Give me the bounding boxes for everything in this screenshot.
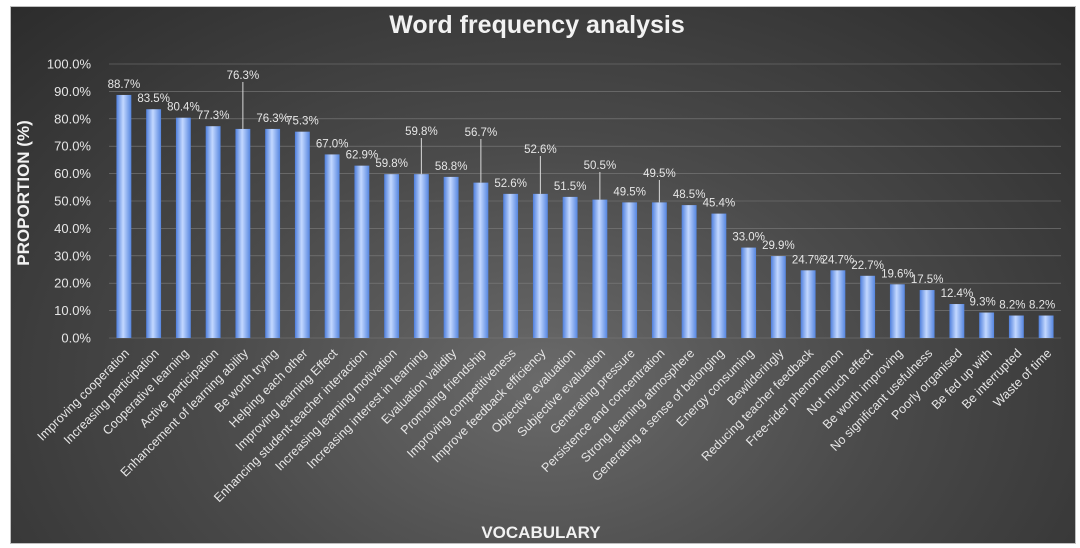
bar — [711, 213, 727, 338]
y-tick-label: 40.0% — [54, 221, 91, 236]
data-label: 50.5% — [584, 160, 617, 172]
data-label: 49.5% — [613, 186, 646, 198]
data-label: 80.4% — [167, 102, 200, 114]
data-label: 76.3% — [256, 113, 289, 125]
bar — [889, 284, 905, 338]
y-tick-label: 80.0% — [54, 111, 91, 126]
x-axis-title: VOCABULARY — [481, 523, 601, 542]
bar — [473, 182, 489, 338]
y-tick-label: 50.0% — [54, 194, 91, 209]
bar — [860, 275, 876, 338]
bar-chart: Word frequency analysis PROPORTION (%) V… — [14, 11, 1061, 542]
y-axis-title: PROPORTION (%) — [14, 120, 33, 265]
y-tick-label: 0.0% — [61, 331, 91, 346]
data-label: 49.5% — [643, 168, 676, 180]
bar — [503, 193, 519, 338]
data-label: 59.8% — [405, 126, 438, 138]
bar — [146, 109, 162, 339]
y-tick-label: 30.0% — [54, 248, 91, 263]
bar — [116, 94, 132, 338]
y-tick-label: 90.0% — [54, 84, 91, 99]
data-label: 62.9% — [346, 150, 379, 162]
bar — [622, 202, 638, 338]
bar — [265, 128, 281, 338]
data-label: 33.0% — [732, 232, 765, 244]
data-label: 52.6% — [494, 178, 527, 190]
bar — [1008, 315, 1024, 338]
bar — [384, 174, 400, 338]
y-tick-label: 60.0% — [54, 166, 91, 181]
data-labels: 88.7%83.5%80.4%77.3%76.3%76.3%75.3%67.0%… — [108, 70, 1056, 312]
bar — [205, 126, 221, 338]
bar — [413, 174, 429, 338]
data-label: 59.8% — [375, 158, 408, 170]
y-tick-label: 10.0% — [54, 303, 91, 318]
data-label: 48.5% — [673, 189, 706, 201]
bar — [919, 290, 935, 338]
data-label: 83.5% — [137, 93, 170, 105]
y-tick-label: 20.0% — [54, 276, 91, 291]
data-label: 56.7% — [465, 127, 498, 139]
bar — [592, 199, 608, 338]
data-label: 24.7% — [792, 254, 825, 266]
bar — [1038, 315, 1054, 338]
bar — [354, 165, 370, 338]
data-label: 77.3% — [197, 110, 230, 122]
y-tick-label: 70.0% — [54, 139, 91, 154]
chart-title: Word frequency analysis — [389, 11, 684, 39]
bar — [651, 202, 667, 338]
data-label: 29.9% — [762, 240, 795, 252]
data-label: 9.3% — [970, 297, 996, 309]
bar — [235, 128, 251, 338]
bar — [979, 312, 995, 338]
gridlines — [109, 63, 1061, 339]
data-label: 51.5% — [554, 181, 587, 193]
y-axis-ticks: 0.0% 10.0% 20.0% 30.0% 40.0% 50.0% 60.0% 70.0% 8… — [47, 57, 92, 346]
bar — [562, 196, 578, 338]
data-label: 19.6% — [881, 268, 914, 280]
data-label: 52.6% — [524, 144, 557, 156]
data-label: 8.2% — [1029, 300, 1055, 312]
y-tick-label: 100.0% — [47, 57, 92, 72]
bar — [175, 117, 191, 338]
bar — [324, 154, 340, 338]
bar — [532, 193, 548, 338]
data-label: 75.3% — [286, 116, 319, 128]
data-label: 17.5% — [911, 274, 944, 286]
chart-panel: Word frequency analysis PROPORTION (%) V… — [10, 6, 1076, 544]
data-label: 12.4% — [941, 288, 974, 300]
data-label: 45.4% — [703, 198, 736, 210]
data-label: 8.2% — [999, 300, 1025, 312]
data-label: 58.8% — [435, 161, 468, 173]
data-label: 22.7% — [851, 260, 884, 272]
bar — [443, 176, 459, 338]
bar — [681, 205, 697, 338]
bar — [949, 304, 965, 338]
bar — [741, 247, 757, 338]
bars — [116, 94, 1054, 339]
data-label: 76.3% — [227, 70, 260, 82]
data-label: 88.7% — [108, 79, 141, 91]
bar — [294, 131, 310, 338]
bar — [800, 270, 816, 338]
data-label: 24.7% — [822, 254, 855, 266]
data-label: 67.0% — [316, 138, 349, 150]
bar — [770, 256, 786, 338]
bar — [830, 270, 846, 338]
